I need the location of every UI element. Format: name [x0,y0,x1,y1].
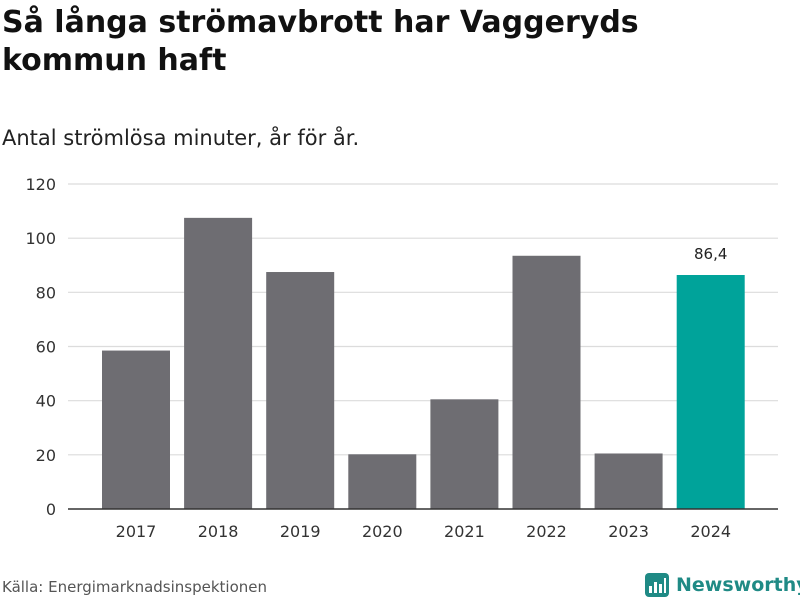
bar-2020 [348,454,417,509]
chart-subtitle: Antal strömlösa minuter, år för år. [2,126,360,150]
x-tick-label: 2024 [690,522,731,541]
y-tick-label: 120 [25,175,56,194]
bars [102,217,745,509]
bar-2023 [594,453,663,509]
bar-2017 [102,350,170,509]
x-tick-label: 2022 [526,522,567,541]
chart-title: Så långa strömavbrott har Vaggeryds komm… [2,5,639,78]
bar-2018 [184,217,253,509]
labels: 0 20 40 60 80 100 120 2017 2018 2019 2020 2021 2022 2… [25,175,778,541]
bar-2019 [266,272,335,509]
y-tick-label: 40 [36,392,56,411]
source-note: Källa: Energimarknadsinspektionen [2,578,268,596]
grid-lines [68,183,778,456]
x-tick-label: 2017 [116,522,157,541]
brand-name: Newsworthy [676,574,800,596]
x-tick-label: 2023 [608,522,649,541]
bar-2024 [676,275,745,509]
y-tick-label: 0 [46,500,56,519]
brand-logo: Newsworthy [645,570,800,600]
y-tick-label: 20 [36,446,56,465]
bar-2022 [512,255,581,509]
x-tick-label: 2019 [280,522,321,541]
bar-chart: 0 20 40 60 80 100 120 2017 2018 2019 2020 2021 2022 2… [25,175,778,541]
y-tick-label: 60 [36,338,56,357]
y-tick-label: 80 [36,283,56,302]
x-tick-label: 2018 [198,522,239,541]
x-tick-label: 2021 [444,522,485,541]
y-tick-label: 100 [25,229,56,248]
newsworthy-logo-icon [645,573,669,597]
x-tick-label: 2020 [362,522,403,541]
bar-2021 [430,399,499,509]
data-label: 86,4 [694,245,727,263]
